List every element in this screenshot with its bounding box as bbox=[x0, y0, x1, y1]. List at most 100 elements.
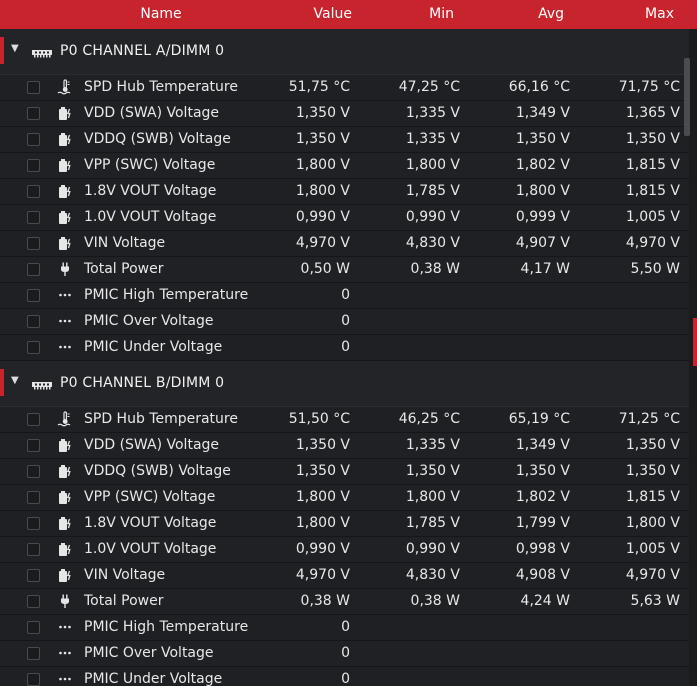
sensor-checkbox[interactable] bbox=[27, 237, 40, 250]
sensor-row[interactable]: VPP (SWC) Voltage 1,800 V 1,800 V 1,802 V 1,… bbox=[0, 153, 689, 179]
sensor-max: 4,970 V bbox=[625, 567, 680, 583]
sensor-value: 0 bbox=[341, 671, 350, 686]
sensor-avg: 1,349 V bbox=[515, 105, 570, 121]
sensor-checkbox[interactable] bbox=[27, 185, 40, 198]
sensor-row[interactable]: PMIC Over Voltage 0 bbox=[0, 641, 689, 667]
sensor-name: VDD (SWA) Voltage bbox=[84, 105, 220, 121]
sensor-value: 0,50 W bbox=[300, 261, 350, 277]
sensor-checkbox[interactable] bbox=[27, 465, 40, 478]
sensor-checkbox[interactable] bbox=[27, 543, 40, 556]
sensor-min: 0,38 W bbox=[410, 593, 460, 609]
sensor-checkbox[interactable] bbox=[27, 81, 40, 94]
sensor-row[interactable]: 1.8V VOUT Voltage 1,800 V 1,785 V 1,800 V 1,… bbox=[0, 179, 689, 205]
sensor-checkbox[interactable] bbox=[27, 673, 40, 686]
sensor-row[interactable]: VDDQ (SWB) Voltage 1,350 V 1,335 V 1,350 V 1… bbox=[0, 127, 689, 153]
sensor-avg: 4,908 V bbox=[515, 567, 570, 583]
sensor-checkbox[interactable] bbox=[27, 133, 40, 146]
sensor-row[interactable]: Total Power 0,50 W 0,38 W 4,17 W 5,50 W bbox=[0, 257, 689, 283]
sensor-checkbox[interactable] bbox=[27, 289, 40, 302]
sensor-min: 1,800 V bbox=[405, 489, 460, 505]
sensor-value: 0,38 W bbox=[300, 593, 350, 609]
group-accent-bar bbox=[0, 37, 4, 64]
sensor-rows: SPD Hub Temperature 51,75 °C 47,25 °C 66,16… bbox=[0, 75, 689, 361]
sensor-name: Total Power bbox=[84, 261, 164, 277]
memory-module-icon bbox=[32, 46, 52, 58]
sensor-row[interactable]: VPP (SWC) Voltage 1,800 V 1,800 V 1,802 V 1,… bbox=[0, 485, 689, 511]
sensor-value: 1,350 V bbox=[295, 105, 350, 121]
sensor-row[interactable]: PMIC Under Voltage 0 bbox=[0, 335, 689, 361]
temperature-icon bbox=[57, 411, 73, 427]
sensor-value: 4,970 V bbox=[295, 567, 350, 583]
sensor-name: SPD Hub Temperature bbox=[84, 79, 238, 95]
sensor-row[interactable]: 1.0V VOUT Voltage 0,990 V 0,990 V 0,998 V 1,… bbox=[0, 537, 689, 563]
sensor-checkbox[interactable] bbox=[27, 263, 40, 276]
sensor-value: 1,350 V bbox=[295, 437, 350, 453]
sensor-checkbox[interactable] bbox=[27, 439, 40, 452]
voltage-icon bbox=[57, 541, 73, 557]
sensor-row[interactable]: Total Power 0,38 W 0,38 W 4,24 W 5,63 W bbox=[0, 589, 689, 615]
scrollbar-thumb[interactable] bbox=[684, 58, 690, 136]
sensor-name: PMIC High Temperature bbox=[84, 619, 249, 635]
sensor-checkbox[interactable] bbox=[27, 647, 40, 660]
memory-module-icon bbox=[32, 378, 52, 390]
sensor-checkbox[interactable] bbox=[27, 491, 40, 504]
sensor-row[interactable]: 1.0V VOUT Voltage 0,990 V 0,990 V 0,999 V 1,… bbox=[0, 205, 689, 231]
sensor-row[interactable]: VDD (SWA) Voltage 1,350 V 1,335 V 1,349 V 1,… bbox=[0, 433, 689, 459]
column-header-min[interactable]: Min bbox=[429, 6, 454, 22]
sensor-checkbox[interactable] bbox=[27, 413, 40, 426]
sensor-checkbox[interactable] bbox=[27, 595, 40, 608]
sensor-min: 0,990 V bbox=[405, 541, 460, 557]
sensor-checkbox[interactable] bbox=[27, 341, 40, 354]
sensor-row[interactable]: VDDQ (SWB) Voltage 1,350 V 1,350 V 1,350 V 1… bbox=[0, 459, 689, 485]
sensor-checkbox[interactable] bbox=[27, 211, 40, 224]
sensor-max: 71,75 °C bbox=[618, 79, 680, 95]
sensor-avg: 1,350 V bbox=[515, 131, 570, 147]
sensor-list: ▼ P0 CHANNEL A/DIMM 0 SPD Hub Temperature 5… bbox=[0, 29, 689, 686]
sensor-checkbox[interactable] bbox=[27, 621, 40, 634]
sensor-avg: 1,802 V bbox=[515, 489, 570, 505]
sensor-value: 1,800 V bbox=[295, 157, 350, 173]
sensor-row[interactable]: 1.8V VOUT Voltage 1,800 V 1,785 V 1,799 V 1,… bbox=[0, 511, 689, 537]
sensor-checkbox[interactable] bbox=[27, 569, 40, 582]
sensor-group-header[interactable]: ▼ P0 CHANNEL A/DIMM 0 bbox=[0, 29, 689, 75]
sensor-name: 1.0V VOUT Voltage bbox=[84, 541, 217, 557]
scroll-position-marker bbox=[693, 318, 697, 366]
sensor-name: VIN Voltage bbox=[84, 235, 166, 251]
column-header-max[interactable]: Max bbox=[645, 6, 674, 22]
sensor-row[interactable]: PMIC High Temperature 0 bbox=[0, 283, 689, 309]
sensor-row[interactable]: VDD (SWA) Voltage 1,350 V 1,335 V 1,349 V 1,… bbox=[0, 101, 689, 127]
sensor-avg: 1,349 V bbox=[515, 437, 570, 453]
sensor-avg: 1,800 V bbox=[515, 183, 570, 199]
sensor-checkbox[interactable] bbox=[27, 107, 40, 120]
sensor-row[interactable]: PMIC High Temperature 0 bbox=[0, 615, 689, 641]
sensor-checkbox[interactable] bbox=[27, 517, 40, 530]
collapse-caret-icon[interactable]: ▼ bbox=[11, 375, 19, 386]
sensor-row[interactable]: PMIC Over Voltage 0 bbox=[0, 309, 689, 335]
sensor-name: SPD Hub Temperature bbox=[84, 411, 238, 427]
sensor-row[interactable]: VIN Voltage 4,970 V 4,830 V 4,907 V 4,970 V bbox=[0, 231, 689, 257]
column-header-value[interactable]: Value bbox=[313, 6, 352, 22]
sensor-max: 1,350 V bbox=[625, 463, 680, 479]
dots-icon bbox=[57, 339, 73, 355]
sensor-row[interactable]: VIN Voltage 4,970 V 4,830 V 4,908 V 4,970 V bbox=[0, 563, 689, 589]
sensor-value: 1,800 V bbox=[295, 183, 350, 199]
sensor-min: 1,335 V bbox=[405, 105, 460, 121]
sensor-row[interactable]: SPD Hub Temperature 51,75 °C 47,25 °C 66,16… bbox=[0, 75, 689, 101]
column-header-avg[interactable]: Avg bbox=[538, 6, 564, 22]
sensor-max: 1,005 V bbox=[625, 541, 680, 557]
sensor-group-header[interactable]: ▼ P0 CHANNEL B/DIMM 0 bbox=[0, 361, 689, 407]
column-header-name[interactable]: Name bbox=[140, 6, 182, 22]
sensor-name: PMIC Over Voltage bbox=[84, 645, 214, 661]
sensor-checkbox[interactable] bbox=[27, 315, 40, 328]
collapse-caret-icon[interactable]: ▼ bbox=[11, 43, 19, 54]
sensor-avg: 1,799 V bbox=[515, 515, 570, 531]
sensor-min: 1,335 V bbox=[405, 131, 460, 147]
sensor-name: VDDQ (SWB) Voltage bbox=[84, 463, 231, 479]
sensor-value: 1,800 V bbox=[295, 515, 350, 531]
sensor-row[interactable]: SPD Hub Temperature 51,50 °C 46,25 °C 65,19… bbox=[0, 407, 689, 433]
sensor-max: 1,800 V bbox=[625, 515, 680, 531]
sensor-avg: 0,998 V bbox=[515, 541, 570, 557]
sensor-row[interactable]: PMIC Under Voltage 0 bbox=[0, 667, 689, 686]
sensor-checkbox[interactable] bbox=[27, 159, 40, 172]
sensor-min: 47,25 °C bbox=[398, 79, 460, 95]
